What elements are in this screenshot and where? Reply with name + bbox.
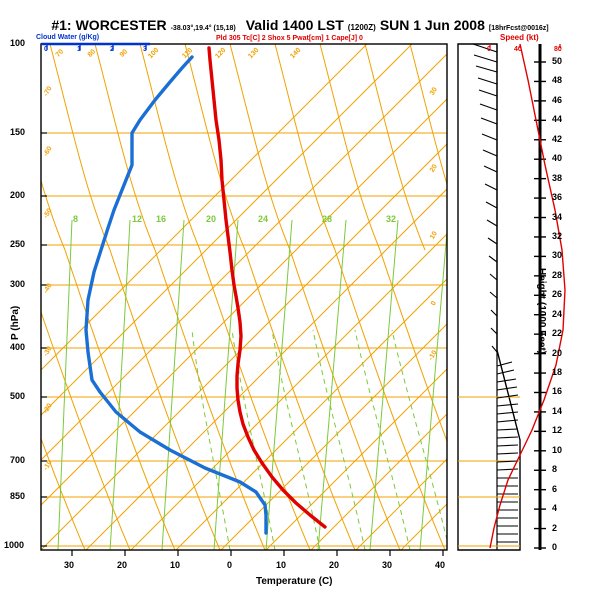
height-tick-10: 10 bbox=[552, 444, 563, 455]
pressure-tick-200: 200 bbox=[10, 190, 26, 200]
height-tick-22: 22 bbox=[552, 328, 563, 339]
cw-tick-0: 0 bbox=[44, 46, 48, 53]
height-tick-8: 8 bbox=[552, 464, 558, 475]
station-id: #1: bbox=[51, 17, 72, 33]
dry-adiabat-lines bbox=[41, 44, 447, 550]
height-tick-14: 14 bbox=[552, 405, 563, 416]
speed-tick-80: 80 bbox=[554, 46, 562, 53]
height-tick-50: 50 bbox=[552, 56, 563, 66]
mixratio-16: 16 bbox=[156, 214, 167, 224]
cloud-water-axis bbox=[41, 42, 150, 50]
temperature-tick-marks bbox=[71, 550, 444, 556]
speed-tick-40: 40 bbox=[514, 46, 522, 53]
height-tick-6: 6 bbox=[552, 483, 558, 494]
temp-tick-40: 40 bbox=[435, 560, 446, 570]
station-coords: -38.03°,19.4° (15,18) bbox=[170, 25, 236, 32]
temp-tick-m10: 10 bbox=[170, 560, 181, 570]
height-tick-12: 12 bbox=[552, 425, 563, 436]
pressure-tick-300: 300 bbox=[10, 279, 26, 289]
mixratio-20: 20 bbox=[206, 214, 217, 224]
height-tick-18: 18 bbox=[552, 367, 563, 378]
temp-tick-30: 30 bbox=[382, 560, 393, 570]
speed-axis-label: Speed (kt) bbox=[500, 33, 539, 42]
pressure-tick-1000: 1000 bbox=[4, 540, 25, 550]
station-name: WORCESTER bbox=[75, 17, 167, 33]
plot-frame bbox=[40, 43, 448, 551]
mixratio-12: 12 bbox=[132, 214, 143, 224]
speed-tick-0: 0 bbox=[487, 46, 491, 53]
cw-tick-2: 2 bbox=[110, 46, 114, 53]
dewpoint-curve bbox=[84, 55, 268, 535]
moist-adiabat-lines bbox=[191, 329, 447, 550]
mixratio-8: 8 bbox=[73, 214, 79, 224]
height-tick-24: 24 bbox=[552, 308, 563, 319]
valid-utc: (1200Z) bbox=[347, 23, 376, 32]
height-tick-4: 4 bbox=[552, 503, 558, 514]
pressure-tick-250: 250 bbox=[10, 239, 26, 249]
temp-tick-m30: 30 bbox=[64, 560, 75, 570]
wind-barb-panel bbox=[457, 43, 521, 551]
height-tick-42: 42 bbox=[552, 133, 563, 144]
height-tick-30: 30 bbox=[552, 250, 563, 261]
height-axis-title: Height (1000 Feet) bbox=[536, 268, 547, 355]
height-tick-40: 40 bbox=[552, 153, 563, 164]
mixratio-28: 28 bbox=[322, 214, 333, 224]
pressure-tick-400: 400 bbox=[10, 342, 26, 352]
height-tick-44: 44 bbox=[552, 114, 563, 125]
height-tick-2: 2 bbox=[552, 522, 558, 533]
height-tick-32: 32 bbox=[552, 230, 563, 241]
height-tick-38: 38 bbox=[552, 172, 563, 183]
height-tick-26: 26 bbox=[552, 289, 563, 300]
height-tick-16: 16 bbox=[552, 386, 563, 397]
sounding-parameters: Pld 305 Tc[C] 2 Shox 5 Pwat[cm] 1 Cape[J… bbox=[216, 35, 363, 42]
pressure-tick-850: 850 bbox=[10, 491, 26, 501]
pressure-tick-100: 100 bbox=[10, 38, 26, 48]
height-tick-0: 0 bbox=[552, 542, 558, 552]
forecast-tag: [18hrFcst@0016z] bbox=[488, 25, 549, 32]
pressure-tick-150: 150 bbox=[10, 127, 26, 137]
temp-tick-20: 20 bbox=[329, 560, 340, 570]
temperature-curve bbox=[207, 46, 327, 529]
height-tick-34: 34 bbox=[552, 211, 563, 222]
mixratio-32: 32 bbox=[386, 214, 397, 224]
cw-tick-1: 1 bbox=[77, 46, 81, 53]
temp-tick-m20: 20 bbox=[117, 560, 128, 570]
temperature-axis-title: Temperature (C) bbox=[256, 576, 333, 587]
height-tick-28: 28 bbox=[552, 269, 563, 280]
temp-tick-10: 10 bbox=[276, 560, 287, 570]
height-tick-46: 46 bbox=[552, 94, 563, 105]
valid-date: SUN 1 Jun 2008 bbox=[379, 17, 485, 33]
pressure-tick-700: 700 bbox=[10, 455, 26, 465]
height-tick-36: 36 bbox=[552, 192, 563, 203]
speed-axis-ticks bbox=[489, 44, 561, 48]
valid-time-label: Valid 1400 LST bbox=[245, 17, 344, 33]
wind-speed-curve bbox=[489, 43, 566, 549]
chart-title-bar: #1: WORCESTER -38.03°,19.4° (15,18) Vali… bbox=[0, 17, 600, 33]
height-tick-48: 48 bbox=[552, 75, 563, 86]
cloud-water-axis-label: Cloud Water (g/Kg) bbox=[36, 34, 100, 41]
mixratio-24: 24 bbox=[258, 214, 269, 224]
height-tick-20: 20 bbox=[552, 347, 563, 358]
pressure-tick-500: 500 bbox=[10, 391, 26, 401]
temp-tick-0: 0 bbox=[227, 560, 233, 570]
mixing-ratio-lines bbox=[57, 219, 447, 550]
cw-tick-3: 3 bbox=[143, 46, 147, 53]
